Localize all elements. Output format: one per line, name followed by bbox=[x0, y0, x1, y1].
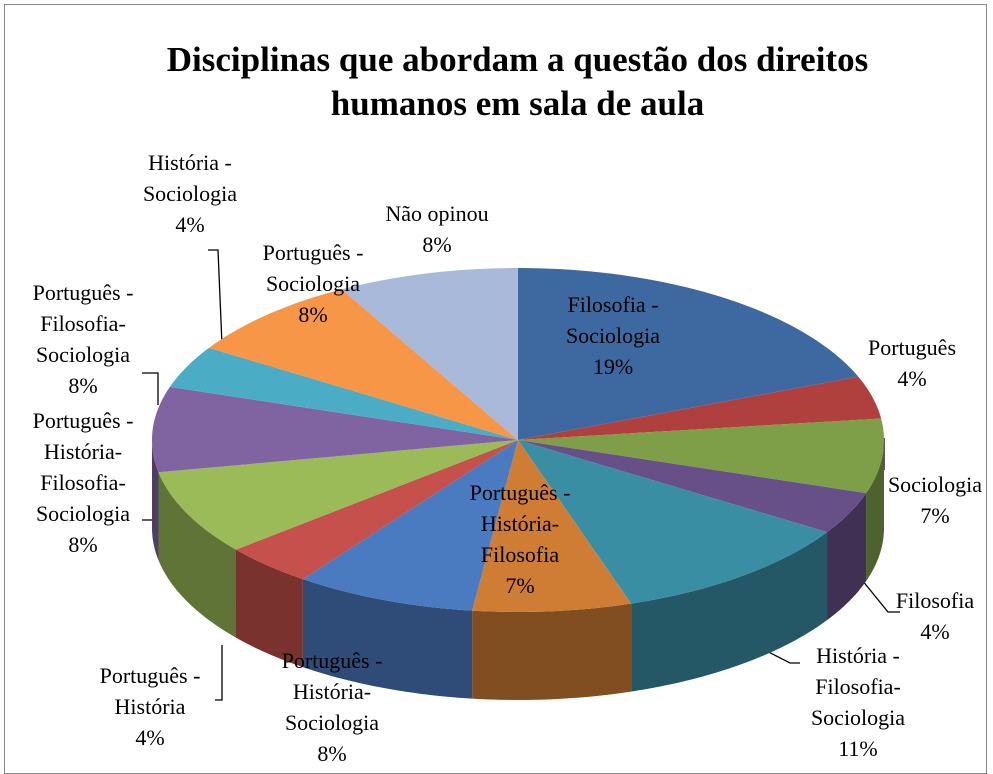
pie-slice-side bbox=[235, 549, 303, 668]
label-line: Não opinou bbox=[385, 201, 488, 226]
value-label: 8% bbox=[68, 532, 97, 557]
category-label: Português bbox=[868, 335, 956, 360]
leader-line bbox=[142, 372, 159, 405]
label-line: Português - bbox=[263, 240, 364, 265]
value-label: 11% bbox=[838, 736, 878, 761]
category-label: Filosofia - Sociologia bbox=[566, 292, 660, 348]
pie-slice bbox=[518, 418, 884, 494]
pie-slice-side bbox=[866, 440, 884, 582]
pie-tops bbox=[152, 268, 884, 612]
pie-slice bbox=[472, 440, 632, 612]
pie-slice bbox=[518, 376, 882, 440]
chart-title: Disciplinas que abordam a questão dos di… bbox=[166, 40, 869, 123]
label-line: História - bbox=[816, 643, 900, 668]
label-line: Português - bbox=[470, 480, 571, 505]
category-label: Filosofia bbox=[896, 588, 974, 613]
pie-slice bbox=[152, 386, 518, 473]
label-line: Português - bbox=[33, 280, 134, 305]
category-label: Português - História- Filosofia bbox=[470, 480, 571, 567]
leader-line bbox=[208, 249, 223, 346]
category-label: História - Sociologia bbox=[143, 150, 237, 206]
label-line: Sociologia bbox=[36, 342, 130, 367]
value-label: 4% bbox=[175, 212, 204, 237]
category-label: Português - História- Sociologia bbox=[282, 648, 383, 735]
label-line: História- bbox=[293, 679, 371, 704]
pie-slice bbox=[302, 440, 518, 611]
value-label: 8% bbox=[317, 741, 346, 766]
label-line: Filosofia- bbox=[40, 311, 126, 336]
value-label: 4% bbox=[135, 725, 164, 750]
label-line: Filosofia bbox=[481, 542, 559, 567]
label-line: Filosofia- bbox=[815, 674, 901, 699]
label-line: Sociologia bbox=[36, 501, 130, 526]
category-label: Sociologia bbox=[888, 472, 982, 497]
pie-slice bbox=[169, 347, 518, 440]
label-line: História - bbox=[148, 150, 232, 175]
label-line: Sociologia bbox=[143, 181, 237, 206]
pie-slice-side bbox=[152, 440, 159, 561]
label-line: Sociologia bbox=[285, 710, 379, 735]
pie-slice bbox=[158, 440, 519, 550]
label-line: Filosofia- bbox=[40, 470, 126, 495]
pie-slice bbox=[341, 268, 518, 440]
category-label: Português - História- Filosofia- Sociologia bbox=[33, 408, 134, 526]
pie-slice bbox=[518, 268, 859, 440]
category-label: História - Filosofia- Sociologia bbox=[811, 643, 905, 730]
pie-slice bbox=[518, 440, 867, 533]
value-label: 19% bbox=[593, 354, 633, 379]
value-label: 8% bbox=[298, 302, 327, 327]
pie-slice-side bbox=[158, 472, 236, 638]
label-line: Português - bbox=[100, 663, 201, 688]
pie-slice-side bbox=[472, 603, 632, 700]
pie-sides bbox=[152, 440, 884, 700]
value-label: 8% bbox=[422, 232, 451, 257]
label-line: História bbox=[115, 694, 186, 719]
pie-slice bbox=[518, 440, 828, 604]
value-label: 8% bbox=[68, 373, 97, 398]
label-line: Português - bbox=[33, 408, 134, 433]
value-label: 4% bbox=[897, 366, 926, 391]
label-line: Sociologia bbox=[266, 271, 360, 296]
label-line: Filosofia - bbox=[567, 292, 658, 317]
label-line: Filosofia bbox=[896, 588, 974, 613]
value-label: 7% bbox=[920, 503, 949, 528]
leader-line bbox=[861, 579, 900, 613]
pie-slice-side bbox=[631, 532, 828, 692]
leader-line bbox=[215, 645, 223, 701]
category-label: Português - Sociologia bbox=[263, 240, 364, 296]
label-line: Sociologia bbox=[566, 323, 660, 348]
category-label: Português - Filosofia- Sociologia bbox=[33, 280, 134, 367]
pie-slice bbox=[208, 289, 518, 440]
pie-slice bbox=[235, 440, 518, 580]
label-line: Português bbox=[868, 335, 956, 360]
label-line: História- bbox=[44, 439, 122, 464]
value-label: 4% bbox=[920, 619, 949, 644]
category-label: Português - História bbox=[100, 663, 201, 719]
label-line: História- bbox=[481, 511, 559, 536]
pie-slice-side bbox=[302, 579, 473, 699]
category-label: Não opinou bbox=[385, 201, 488, 226]
label-line: Sociologia bbox=[888, 472, 982, 497]
label-line: Sociologia bbox=[811, 705, 905, 730]
pie-slice-side bbox=[827, 493, 867, 621]
label-line: Português - bbox=[282, 648, 383, 673]
value-label: 7% bbox=[505, 573, 534, 598]
